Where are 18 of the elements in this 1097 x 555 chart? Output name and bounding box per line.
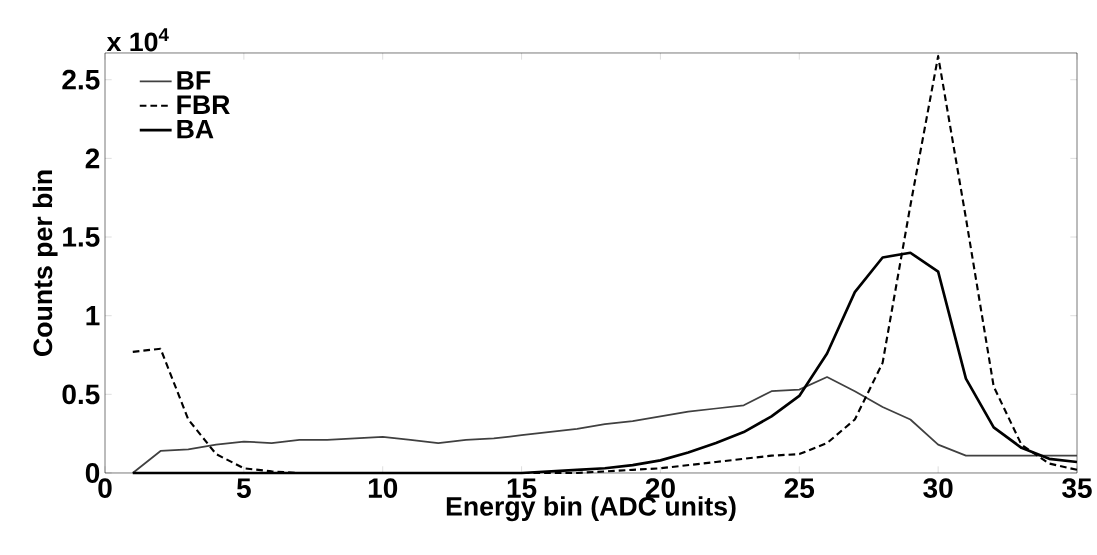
y-tick-label: 0: [85, 463, 100, 483]
x-tick-label: 10: [368, 478, 398, 498]
legend-label: BA: [177, 119, 214, 139]
x-tick-label: 35: [1062, 478, 1092, 499]
legend-label: BF: [177, 71, 211, 90]
x-tick-label: 15: [507, 478, 537, 498]
y-tick-label: 1.5: [63, 227, 100, 247]
y-tick-label: 0.5: [62, 384, 100, 405]
x-tick-label: 25: [784, 478, 815, 498]
text: x 10$^{4}$: [106, 28, 169, 52]
x-tick-label: 20: [645, 478, 675, 498]
x-tick-label: 5: [236, 478, 251, 498]
legend-label: FBR: [177, 95, 230, 114]
y-tick-label: 2.5: [62, 69, 100, 90]
y-tick-label: 1: [86, 306, 100, 326]
y-tick-label: 2: [85, 148, 100, 169]
y-axis-title: Counts per bin: [32, 170, 58, 356]
x-tick-label: 30: [923, 478, 953, 499]
